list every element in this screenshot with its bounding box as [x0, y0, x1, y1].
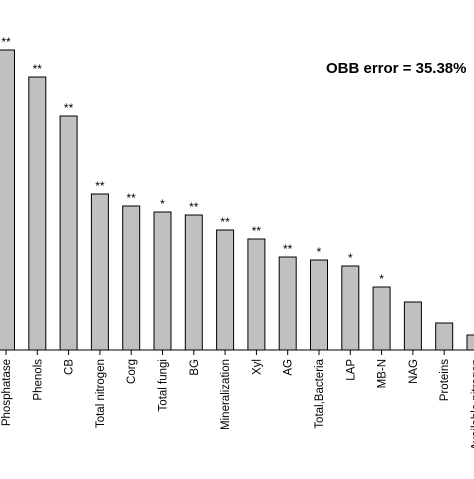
bar-available-nitrogen — [467, 335, 474, 350]
bar-ag — [279, 257, 296, 350]
significance-label: ** — [64, 101, 74, 115]
bar-mb-n — [373, 287, 390, 350]
significance-label: ** — [189, 200, 199, 214]
significance-label: * — [379, 272, 384, 286]
bar-phosphatase — [0, 50, 15, 350]
significance-label: ** — [283, 242, 293, 256]
x-tick-label: Xyl — [251, 359, 263, 375]
bar-xyl — [248, 239, 265, 350]
x-tick-label: Total,Bacteria — [314, 358, 326, 428]
significance-label: * — [348, 251, 353, 265]
bar-total-fungi — [154, 212, 171, 350]
significance-label: ** — [252, 224, 262, 238]
significance-label: * — [160, 197, 165, 211]
x-tick-layer: Phosphatase Phenols CB Total nitrogen Corg To… — [1, 350, 474, 450]
bar-mineralization — [217, 230, 234, 350]
obb-error-annotation: OBB error = 35.38% — [326, 60, 467, 77]
x-tick-label: Available nitrogen — [471, 359, 474, 450]
bar-cb — [60, 116, 77, 350]
significance-label: ** — [33, 62, 43, 76]
x-tick-label: Corg — [126, 359, 138, 384]
x-tick-label: Phenols — [32, 359, 44, 401]
bar-corg — [123, 206, 140, 350]
x-tick-label: AG — [283, 359, 295, 376]
bars-layer — [0, 50, 474, 350]
x-tick-label: MB-N — [377, 359, 389, 388]
significance-label: ** — [1, 35, 11, 49]
x-tick-label: NAG — [408, 359, 420, 384]
x-tick-label: Phosphatase — [1, 359, 13, 426]
significance-label: ** — [127, 191, 137, 205]
x-tick-label: Mineralization — [220, 359, 232, 430]
bar-nag — [404, 302, 421, 350]
bar-bg — [185, 215, 202, 350]
x-tick-label: Proteins — [439, 359, 451, 401]
x-tick-label: Total nitrogen — [95, 359, 107, 428]
significance-label: * — [317, 245, 322, 259]
significance-label: ** — [95, 179, 105, 193]
bar-proteins — [436, 323, 453, 350]
x-tick-label: LAP — [345, 359, 357, 381]
x-tick-label: Total fungi — [158, 359, 170, 411]
bar-lap — [342, 266, 359, 350]
bar-phenols — [29, 77, 46, 350]
bar-total-nitrogen — [91, 194, 108, 350]
significance-label: ** — [220, 215, 230, 229]
x-tick-label: BG — [189, 359, 201, 376]
x-tick-label: CB — [64, 359, 76, 375]
bar-total-bacteria — [311, 260, 328, 350]
